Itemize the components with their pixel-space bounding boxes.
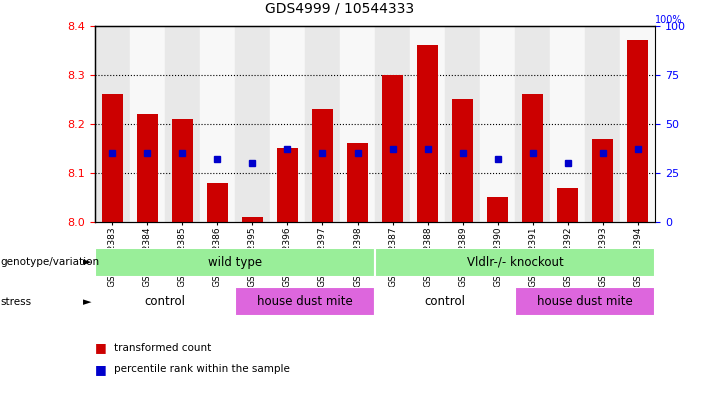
Bar: [305, 26, 340, 222]
Bar: [130, 26, 165, 222]
Text: house dust mite: house dust mite: [257, 295, 353, 308]
Bar: [165, 26, 200, 222]
Bar: [410, 26, 445, 222]
Text: wild type: wild type: [207, 256, 262, 269]
Bar: [235, 287, 375, 316]
Bar: [242, 217, 263, 222]
Bar: [95, 248, 375, 277]
Bar: [627, 40, 648, 222]
Text: Vldlr-/- knockout: Vldlr-/- knockout: [467, 256, 564, 269]
Text: GDS4999 / 10544333: GDS4999 / 10544333: [266, 2, 414, 16]
Bar: [172, 119, 193, 222]
Bar: [375, 248, 655, 277]
Bar: [445, 26, 480, 222]
Bar: [375, 287, 515, 316]
Bar: [277, 148, 298, 222]
Bar: [382, 75, 403, 222]
Bar: [137, 114, 158, 222]
Bar: [95, 287, 235, 316]
Bar: [522, 94, 543, 222]
Text: transformed count: transformed count: [114, 343, 212, 353]
Bar: [312, 109, 333, 222]
Bar: [515, 26, 550, 222]
Bar: [620, 26, 655, 222]
Text: house dust mite: house dust mite: [538, 295, 633, 308]
Bar: [207, 183, 228, 222]
Text: ►: ►: [83, 257, 91, 267]
Text: ■: ■: [95, 363, 107, 376]
Text: control: control: [425, 295, 465, 308]
Text: control: control: [144, 295, 185, 308]
Text: stress: stress: [1, 297, 32, 307]
Bar: [557, 187, 578, 222]
Bar: [375, 26, 410, 222]
Text: percentile rank within the sample: percentile rank within the sample: [114, 364, 290, 375]
Bar: [200, 26, 235, 222]
Text: genotype/variation: genotype/variation: [1, 257, 100, 267]
Bar: [487, 197, 508, 222]
Bar: [550, 26, 585, 222]
Bar: [585, 26, 620, 222]
Bar: [515, 287, 655, 316]
Bar: [270, 26, 305, 222]
Bar: [347, 143, 368, 222]
Bar: [417, 45, 438, 222]
Text: ■: ■: [95, 341, 107, 354]
Bar: [592, 139, 613, 222]
Text: 100%: 100%: [655, 15, 683, 24]
Bar: [235, 26, 270, 222]
Text: ►: ►: [83, 297, 91, 307]
Bar: [95, 26, 130, 222]
Bar: [340, 26, 375, 222]
Bar: [452, 99, 473, 222]
Bar: [102, 94, 123, 222]
Bar: [480, 26, 515, 222]
